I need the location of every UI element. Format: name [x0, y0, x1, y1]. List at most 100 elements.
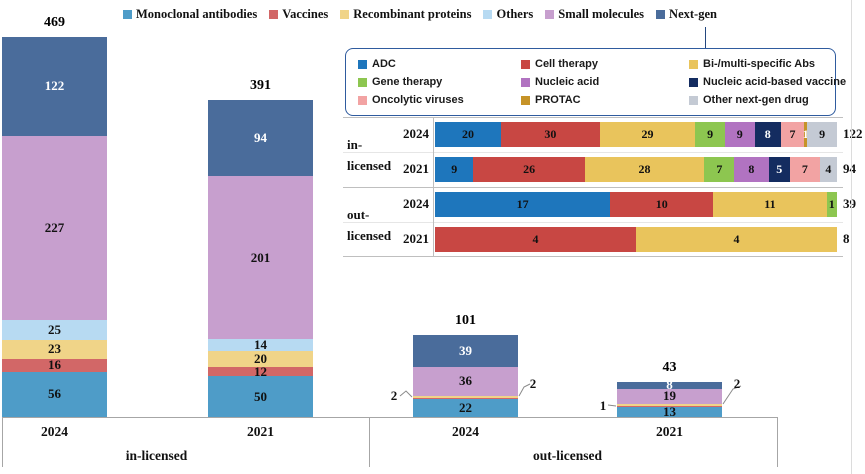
bar-segment-next-gen — [617, 382, 722, 389]
inset-group-label-line: out- — [347, 207, 370, 222]
inset-segment-value: 10 — [655, 197, 668, 211]
bar-segment-value: 36 — [459, 373, 472, 389]
nextgen-legend-swatch-adc-icon — [358, 59, 367, 69]
bar-segment-others — [2, 319, 107, 341]
inset-bar-row: 9 26 28 7 8 5 7 4 — [435, 157, 837, 182]
nextgen-legend-label: ADC — [372, 58, 396, 70]
bar-segment-value: 20 — [254, 350, 267, 366]
bar-segment-vaccines — [617, 405, 722, 407]
inset-segment-value: 7 — [801, 162, 808, 176]
nextgen-legend-item-cell-therapy: Cell therapy — [521, 58, 689, 70]
axis-separator-line — [2, 417, 3, 467]
nextgen-legend-label: Nucleic acid-based vaccine — [703, 76, 847, 88]
modality-legend: Monoclonal antibodies Vaccines Recombinant… — [123, 7, 717, 22]
nextgen-legend: ADC Cell therapy Bi-/multi-specific Abs Gen… — [345, 48, 846, 116]
inset-segment-bi-multi-specific-abs: 29 — [599, 122, 696, 147]
inset-segment-value: 11 — [764, 197, 776, 211]
bar-segment-next-gen — [208, 100, 313, 177]
inset-grid-line — [343, 187, 843, 188]
axis-year-label: 2024 — [41, 424, 68, 439]
legend-item-others: Others — [483, 7, 533, 22]
inset-group-label-line: licensed — [347, 158, 392, 173]
legend-label: Small molecules — [558, 7, 645, 21]
inset-axis-line — [433, 117, 434, 256]
inset-group-label-line: in- — [347, 137, 363, 152]
bar-segment-small-molecules — [2, 135, 107, 320]
inset-segment-other-next-gen-drug: 9 — [807, 122, 837, 147]
nextgen-legend-item-adc: ADC — [358, 58, 521, 70]
inset-segment-adc: 20 — [435, 122, 501, 147]
inset-grid-line — [343, 256, 843, 257]
nextgen-legend-label: Other next-gen drug — [703, 94, 809, 106]
nextgen-legend-label: Gene therapy — [372, 76, 443, 88]
nextgen-legend-swatch-protac-icon — [521, 95, 530, 105]
inset-segment-value: 28 — [638, 162, 651, 176]
bar-segment-value: 39 — [459, 342, 472, 358]
inset-total-label: 39 — [843, 196, 856, 211]
inset-bar-row: 20 30 29 9 9 8 7 1 9 — [435, 122, 837, 147]
callout-value-label: 1 — [599, 398, 607, 413]
inset-segment-nucleic-acid-based-vaccine: 5 — [768, 157, 790, 182]
axis-year-label: 2021 — [247, 424, 274, 439]
inset-group-label-in-licensed: in-licensed — [347, 134, 391, 176]
bar-segment-value: 201 — [250, 249, 271, 265]
inset-segment-value: 4 — [825, 162, 832, 176]
bar-segment-value: 13 — [663, 403, 676, 419]
legend-label: Next-gen — [669, 7, 717, 21]
bar-segment-vaccines — [413, 397, 518, 400]
axis-separator-line — [369, 417, 370, 467]
bar-segment-value: 94 — [254, 130, 267, 146]
bar-segment-next-gen — [2, 37, 107, 136]
axis-year-label: 2024 — [452, 424, 479, 439]
axis-year-label: 2021 — [656, 424, 683, 439]
bar-segment-others — [208, 339, 313, 351]
inset-grid-line — [343, 117, 843, 118]
inset-segment-value: 29 — [641, 127, 654, 141]
bar-total-label: 391 — [250, 78, 271, 94]
inset-segment-value: 8 — [748, 162, 755, 176]
bar-segment-value: 12 — [254, 363, 267, 379]
inset-segment-oncolytic-viruses: 7 — [789, 157, 820, 182]
inset-grid-line — [343, 152, 843, 153]
bar-segment-monoclonal-antibodies — [413, 399, 518, 417]
inset-segment-gene-therapy: 9 — [695, 122, 725, 147]
inset-segment-cell-therapy: 4 — [435, 227, 636, 252]
inset-segment-value: 4 — [733, 232, 740, 246]
bar-segment-monoclonal-antibodies — [617, 406, 722, 417]
bar-segment-value: 19 — [663, 388, 676, 404]
bar-segment-small-molecules — [617, 388, 722, 405]
bar-segment-monoclonal-antibodies — [208, 376, 313, 417]
bar-segment-vaccines — [208, 366, 313, 377]
inset-segment-value: 7 — [716, 162, 723, 176]
bar-segment-value: 122 — [44, 78, 65, 94]
legend-item-vaccines: Vaccines — [269, 7, 328, 22]
nextgen-legend-item-oncolytic-viruses: Oncolytic viruses — [358, 94, 521, 106]
inset-segment-cell-therapy: 30 — [500, 122, 600, 147]
inset-year-label: 2024 — [403, 126, 429, 141]
inset-segment-adc: 17 — [435, 192, 611, 217]
bar-segment-value: 16 — [48, 357, 61, 373]
inset-segment-value: 4 — [532, 232, 539, 246]
legend-item-monoclonal-antibodies: Monoclonal antibodies — [123, 7, 257, 22]
nextgen-legend-swatch-oncolytic-viruses-icon — [358, 95, 367, 105]
bar-segment-value: 25 — [48, 321, 61, 337]
leader-line — [399, 390, 413, 398]
legend-swatch-small-molecules-icon — [545, 10, 555, 19]
legend-label: Vaccines — [282, 7, 329, 21]
inset-group-label-out-licensed: out-licensed — [347, 204, 391, 246]
bar-segment-value: 14 — [254, 336, 267, 352]
bar-segment-monoclonal-antibodies — [2, 371, 107, 417]
legend-swatch-monoclonal-antibodies-icon — [123, 10, 132, 19]
bar-segment-value: 8 — [666, 377, 673, 393]
inset-segment-nucleic-acid-based-vaccine: 8 — [754, 122, 781, 147]
nextgen-legend-item-protac: PROTAC — [521, 94, 689, 106]
legend-item-recombinant-proteins: Recombinant proteins — [340, 7, 471, 22]
bar-segment-value: 50 — [254, 388, 267, 404]
inset-segment-bi-multi-specific-abs: 28 — [584, 157, 705, 182]
nextgen-legend-label: Cell therapy — [535, 58, 598, 70]
bar-segment-vaccines — [2, 358, 107, 372]
inset-year-label: 2021 — [403, 161, 429, 176]
bar-segment-recombinant-proteins — [413, 395, 518, 398]
